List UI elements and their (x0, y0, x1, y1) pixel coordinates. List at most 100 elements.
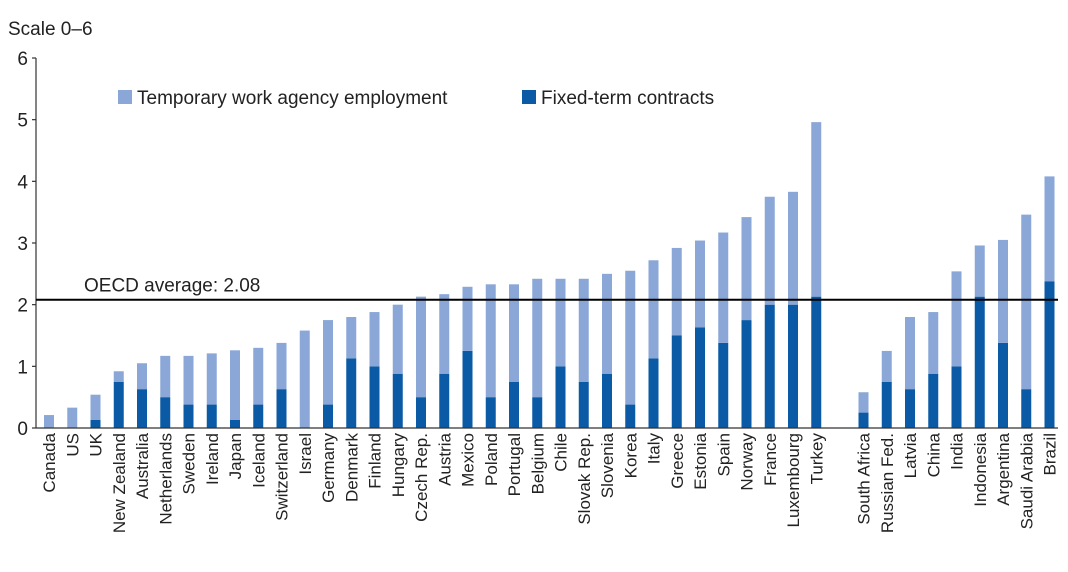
x-category-label: Slovak Rep. (575, 433, 594, 525)
bar-fixed-term-norway (741, 320, 752, 428)
bar-temporary-agency-korea (625, 270, 636, 405)
bar-temporary-agency-norway (741, 217, 752, 321)
bar-temporary-agency-belgium (532, 278, 543, 398)
x-category-label: Belgium (528, 433, 547, 494)
bar-temporary-agency-netherlands (160, 355, 171, 398)
x-category-label: Slovenia (598, 432, 617, 498)
bar-fixed-term-portugal (509, 381, 519, 428)
x-category-label: Japan (226, 433, 245, 479)
bar-temporary-agency-us (67, 407, 78, 428)
bar-temporary-agency-chile (555, 278, 566, 367)
bar-fixed-term-germany (323, 404, 333, 428)
x-category-label: Estonia (691, 432, 710, 489)
bar-temporary-agency-sweden (183, 355, 194, 405)
bar-temporary-agency-indonesia (974, 245, 985, 297)
x-category-label: Canada (40, 432, 59, 492)
x-category-label: Argentina (994, 432, 1013, 505)
bar-temporary-agency-germany (323, 320, 333, 405)
bar-temporary-agency-switzerland (276, 342, 287, 390)
reference-line-group: OECD average: 2.08 (36, 276, 1058, 301)
y-tick-label: 0 (17, 419, 28, 440)
bar-temporary-agency-latvia (905, 317, 915, 390)
bar-fixed-term-switzerland (276, 389, 287, 428)
y-tick-label: 6 (17, 49, 28, 70)
bar-temporary-agency-india (951, 271, 962, 367)
bar-fixed-term-czech-rep- (416, 397, 426, 428)
bar-fixed-term-ireland (206, 404, 217, 428)
bar-fixed-term-france (764, 304, 775, 428)
x-category-label: Germany (319, 433, 338, 503)
x-category-label: Australia (133, 432, 152, 499)
x-category-label: Sweden (180, 433, 199, 494)
x-category-label: Greece (668, 433, 687, 489)
x-category-label: Denmark (342, 433, 361, 502)
bar-fixed-term-austria (439, 373, 450, 428)
bar-fixed-term-mexico (462, 350, 473, 428)
x-category-label: Hungary (389, 433, 408, 498)
legend-swatch (118, 90, 132, 104)
bar-group (44, 122, 1055, 428)
y-tick-label: 4 (17, 172, 28, 193)
x-category-label: Russian Fed. (878, 433, 897, 533)
x-category-label: India (948, 432, 967, 469)
x-category-label: Israel (296, 433, 315, 475)
bar-fixed-term-italy (648, 358, 659, 428)
x-category-label: Netherlands (156, 433, 175, 525)
y-axis: 0 1 2 3 4 5 6 (17, 49, 37, 440)
x-category-label: Poland (482, 433, 501, 486)
x-category-label: Italy (645, 433, 664, 465)
bar-fixed-term-saudi-arabia (1021, 389, 1032, 428)
x-category-label: Chile (552, 433, 571, 472)
x-category-label: Norway (738, 433, 757, 491)
bar-fixed-term-slovak-rep- (578, 381, 589, 428)
legend-label: Temporary work agency employment (137, 88, 448, 109)
bar-temporary-agency-estonia (695, 240, 705, 328)
bar-temporary-agency-china (928, 312, 939, 374)
bar-fixed-term-japan (230, 419, 240, 428)
x-category-label: France (761, 433, 780, 486)
y-tick-label: 3 (17, 234, 28, 255)
bar-fixed-term-greece (671, 335, 682, 428)
bar-temporary-agency-australia (137, 363, 147, 390)
bar-fixed-term-finland (369, 366, 380, 428)
x-category-label: Mexico (459, 433, 478, 487)
bar-temporary-agency-new-zealand (113, 371, 124, 382)
bar-fixed-term-indonesia (974, 296, 985, 428)
bar-fixed-term-iceland (253, 404, 264, 428)
bar-temporary-agency-south-africa (858, 392, 869, 413)
bar-fixed-term-korea (625, 404, 636, 428)
x-category-label: South Africa (855, 432, 874, 524)
bar-temporary-agency-greece (671, 247, 682, 336)
bar-temporary-agency-italy (648, 260, 659, 359)
bar-temporary-agency-france (764, 196, 775, 305)
x-axis: Canada US UK New Zealand Australia Netherland… (36, 427, 1060, 533)
bar-fixed-term-australia (137, 389, 147, 428)
x-category-label: Iceland (249, 433, 268, 488)
bar-fixed-term-estonia (695, 327, 705, 428)
x-category-label: UK (87, 432, 106, 456)
x-category-label: Latvia (901, 432, 920, 478)
bar-fixed-term-russian-fed- (881, 381, 892, 428)
bar-fixed-term-netherlands (160, 397, 171, 428)
bar-fixed-term-latvia (905, 389, 915, 428)
bar-fixed-term-south-africa (858, 412, 869, 428)
bar-fixed-term-sweden (183, 404, 194, 428)
bar-temporary-agency-slovak-rep- (578, 278, 589, 382)
bar-fixed-term-denmark (346, 358, 357, 428)
bar-temporary-agency-slovenia (602, 273, 612, 374)
bar-temporary-agency-ireland (206, 353, 217, 405)
y-axis-unit-label: Scale 0–6 (8, 19, 93, 40)
bar-fixed-term-belgium (532, 397, 543, 428)
y-tick-label: 2 (17, 296, 28, 317)
x-category-label: Spain (714, 433, 733, 476)
bar-fixed-term-hungary (392, 373, 403, 428)
x-category-label: New Zealand (110, 433, 129, 533)
y-tick-label: 1 (17, 357, 28, 378)
x-category-label: Luxembourg (784, 433, 803, 528)
x-category-label: Turkey (807, 433, 826, 485)
x-category-label: Czech Rep. (412, 433, 431, 522)
bar-temporary-agency-israel (299, 330, 310, 428)
x-category-label: Ireland (203, 433, 222, 485)
bar-temporary-agency-portugal (509, 284, 519, 382)
bar-fixed-term-spain (718, 342, 729, 428)
